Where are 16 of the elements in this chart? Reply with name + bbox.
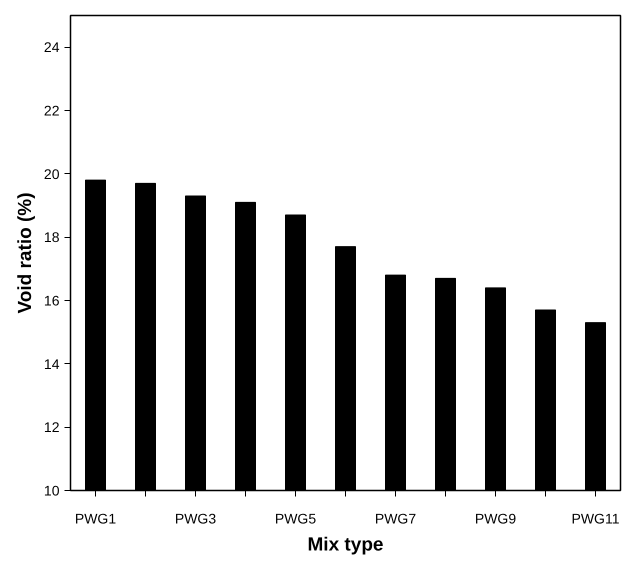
y-tick-label: 20 bbox=[44, 166, 60, 182]
y-tick-label: 10 bbox=[44, 482, 60, 498]
x-tick-label: PWG11 bbox=[572, 510, 620, 526]
y-axis-title: Void ratio (%) bbox=[14, 192, 36, 314]
x-axis-title: Mix type bbox=[307, 534, 384, 556]
y-tick-label: 16 bbox=[44, 292, 60, 308]
x-tick-label: PWG1 bbox=[74, 510, 116, 526]
x-tick-label: PWG5 bbox=[274, 510, 316, 526]
x-tick-label: PWG9 bbox=[474, 510, 516, 526]
x-tick-label: PWG7 bbox=[374, 510, 416, 526]
y-tick-label: 22 bbox=[44, 102, 60, 118]
y-tick-label: 14 bbox=[44, 356, 60, 372]
y-tick-label: 18 bbox=[44, 229, 60, 246]
y-tick-label: 24 bbox=[44, 39, 60, 56]
y-tick-label: 12 bbox=[44, 419, 60, 436]
x-tick-label: PWG3 bbox=[174, 510, 216, 526]
